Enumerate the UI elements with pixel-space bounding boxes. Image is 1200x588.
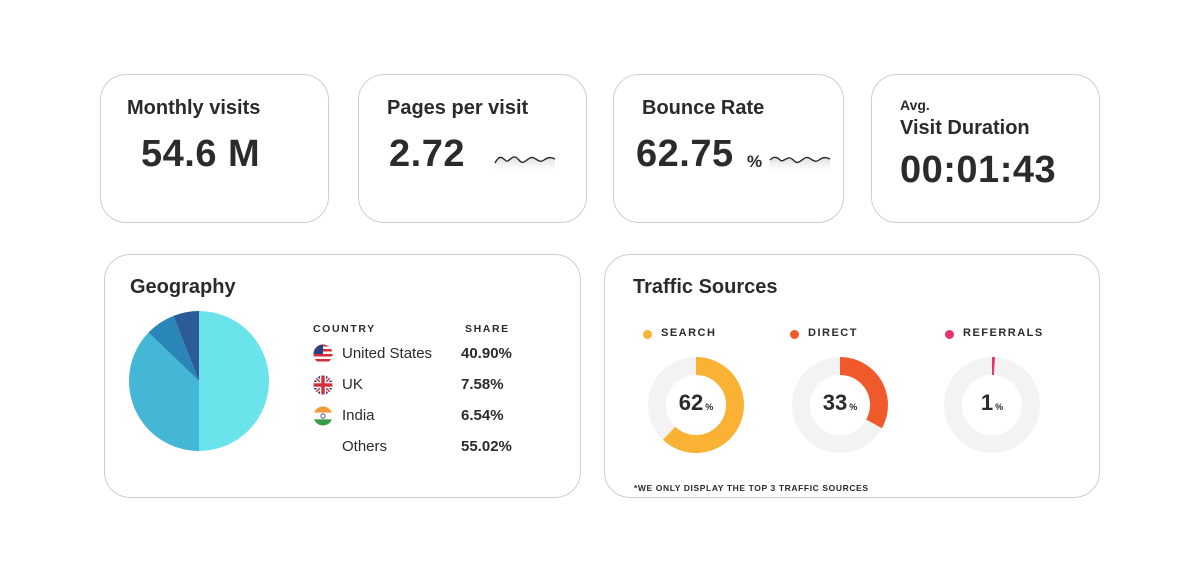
pie-slice-uk — [148, 315, 199, 381]
geography-table: United States 40.90% UK 7.58% — [313, 343, 623, 473]
source-label: REFERRALS — [963, 327, 1044, 339]
geography-pie-chart — [129, 311, 270, 451]
donut-arc-referrals — [944, 357, 1040, 453]
geography-title: Geography — [130, 276, 236, 298]
bounce-rate-value: 62.75 — [636, 133, 734, 175]
donut-unit: % — [849, 402, 858, 412]
country-name: UK — [342, 376, 363, 393]
country-column-header: COUNTRY — [313, 323, 376, 335]
country-name: India — [342, 407, 375, 424]
direct-dot-icon — [790, 330, 799, 339]
donut-arc-direct — [792, 357, 888, 453]
traffic-sources-card: Traffic Sources SEARCH DIRECT REFERRALS … — [604, 254, 1100, 498]
donut-unit: % — [705, 402, 714, 412]
traffic-footnote: *WE ONLY DISPLAY THE TOP 3 TRAFFIC SOURC… — [634, 483, 869, 493]
donut-value: 1 — [980, 390, 994, 415]
monthly-visits-card: Monthly visits 54.6 M — [100, 74, 329, 223]
bounce-sparkline-icon — [769, 156, 831, 175]
bounce-rate-card: Bounce Rate 62.75 % — [613, 74, 844, 223]
bounce-rate-unit: % — [747, 152, 763, 171]
source-label: DIRECT — [808, 327, 858, 339]
us-flag-icon — [313, 344, 333, 364]
country-share: 55.02% — [461, 438, 512, 455]
visit-duration-card: Avg. Visit Duration 00:01:43 — [871, 74, 1100, 223]
donut-unit: % — [995, 402, 1004, 412]
search-donut: 62% — [646, 355, 746, 455]
pie-slice-united-states — [129, 332, 199, 451]
visit-duration-small-label: Avg. — [900, 97, 930, 113]
country-name: United States — [342, 345, 433, 362]
pie-slice-india — [173, 311, 199, 381]
share-column-header: SHARE — [465, 323, 510, 335]
table-row: UK 7.58% — [313, 374, 613, 398]
pages-per-visit-card: Pages per visit 2.72 — [358, 74, 587, 223]
bounce-rate-label: Bounce Rate — [642, 97, 765, 119]
geography-card: Geography COUNTRY SHARE United States 40… — [104, 254, 581, 498]
referrals-donut: 1% — [942, 355, 1042, 455]
donut-value: 62 — [678, 390, 704, 415]
monthly-visits-label: Monthly visits — [127, 97, 261, 119]
direct-donut: 33% — [790, 355, 890, 455]
country-share: 6.54% — [461, 407, 504, 424]
visit-duration-value: 00:01:43 — [900, 149, 1057, 191]
donut-value: 33 — [822, 390, 848, 415]
source-label: SEARCH — [661, 327, 717, 339]
uk-flag-icon — [313, 375, 333, 395]
search-dot-icon — [643, 330, 652, 339]
pages-sparkline-icon — [494, 156, 556, 175]
table-row: India 6.54% — [313, 405, 613, 429]
visit-duration-label: Visit Duration — [900, 117, 1030, 139]
country-share: 7.58% — [461, 376, 504, 393]
donut-arc-search — [648, 357, 744, 453]
india-flag-icon — [313, 406, 333, 426]
pages-per-visit-value: 2.72 — [389, 133, 465, 175]
table-row: United States 40.90% — [313, 343, 613, 367]
table-row: Others 55.02% — [313, 436, 613, 460]
traffic-sources-title: Traffic Sources — [633, 276, 778, 298]
monthly-visits-value: 54.6 M — [141, 133, 261, 175]
country-share: 40.90% — [461, 345, 512, 362]
country-name: Others — [342, 438, 388, 455]
pages-per-visit-label: Pages per visit — [387, 97, 529, 119]
referrals-dot-icon — [945, 330, 954, 339]
pie-slice-others — [199, 311, 270, 451]
